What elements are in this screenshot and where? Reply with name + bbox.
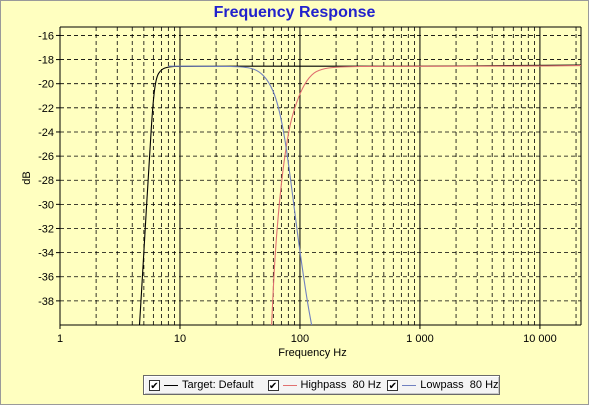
x-tick-label: 1 xyxy=(57,333,63,345)
legend-line-target xyxy=(164,384,178,386)
y-tick-label: -32 xyxy=(38,223,54,235)
y-tick-label: -38 xyxy=(38,296,54,308)
legend-item-highpass: ✔ Highpass 80 Hz xyxy=(267,379,382,392)
x-tick-label: 100 xyxy=(291,333,309,345)
y-tick-label: -30 xyxy=(38,199,54,211)
legend-line-lowpass xyxy=(402,384,417,386)
series-lowpass-line xyxy=(168,65,313,326)
y-tick-label: -20 xyxy=(38,79,54,91)
legend-label-highpass: Highpass 80 Hz xyxy=(300,379,382,391)
y-tick-label: -18 xyxy=(38,55,54,67)
series-highpass-line xyxy=(271,65,582,326)
legend-line-highpass xyxy=(282,384,297,386)
y-tick-label: -22 xyxy=(38,103,54,115)
legend-label-target: Target: Default xyxy=(182,379,254,391)
y-tick-label: -24 xyxy=(38,127,54,139)
x-tick-label: 1 000 xyxy=(406,333,434,345)
x-tick-label: 10 xyxy=(174,333,186,345)
y-tick-label: -28 xyxy=(38,175,54,187)
chart-title: Frequency Response xyxy=(213,4,376,21)
y-tick-label: -16 xyxy=(38,30,54,42)
plot-area xyxy=(60,27,581,325)
x-tick-label: 10 000 xyxy=(523,333,557,345)
y-tick-label: -36 xyxy=(38,272,54,284)
legend: ✔ Target: Default ✔ Highpass 80 Hz ✔ Low… xyxy=(143,375,500,395)
legend-checkbox-lowpass[interactable]: ✔ xyxy=(387,379,399,392)
legend-checkbox-highpass[interactable]: ✔ xyxy=(267,379,279,392)
y-tick-label: -34 xyxy=(38,248,54,260)
y-axis-label: dB xyxy=(21,171,33,184)
y-tick-label: -26 xyxy=(38,151,54,163)
legend-label-lowpass: Lowpass 80 Hz xyxy=(420,379,499,391)
x-axis-label: Frequency Hz xyxy=(278,347,346,359)
legend-item-target: ✔ Target: Default xyxy=(149,379,254,392)
legend-checkbox-target[interactable]: ✔ xyxy=(149,379,160,392)
legend-item-lowpass: ✔ Lowpass 80 Hz xyxy=(387,379,499,392)
